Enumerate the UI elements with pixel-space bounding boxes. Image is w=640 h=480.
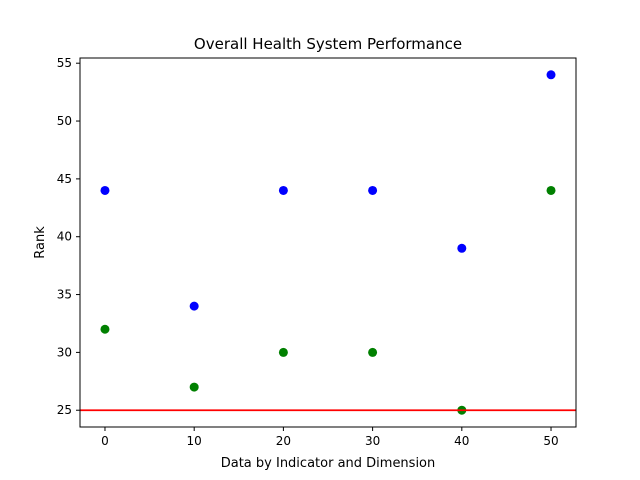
x-tick-label: 30 [365,434,380,448]
data-point-series-1 [546,70,556,80]
x-tick-label: 10 [187,434,202,448]
data-point-series-1 [189,301,199,311]
axes-frame [79,57,577,428]
data-point-series-2 [278,347,288,357]
y-tick-label: 45 [57,172,72,186]
data-point-series-1 [368,185,378,195]
x-tick-label: 40 [454,434,469,448]
y-tick-label: 40 [57,230,72,244]
data-point-series-2 [100,324,110,334]
plot-area: 0 10 20 30 40 50 25 30 35 40 45 50 55 [57,56,576,448]
data-point-series-1 [457,243,467,253]
data-point-series-2 [546,185,556,195]
chart-title: Overall Health System Performance [194,35,462,53]
x-axis-label: Data by Indicator and Dimension [221,456,436,471]
data-point-series-2 [368,347,378,357]
y-tick-label: 35 [57,288,72,302]
data-point-series-1 [278,185,288,195]
data-point-series-2 [189,382,199,392]
data-point-series-1 [100,185,110,195]
x-tick-label: 20 [276,434,291,448]
y-tick-label: 30 [57,345,72,359]
x-tick-label: 50 [543,434,558,448]
y-tick-label: 55 [57,56,72,70]
x-tick-label: 0 [101,434,109,448]
y-tick-label: 50 [57,114,72,128]
y-tick-label: 25 [57,403,72,417]
y-axis-label: Rank [33,226,48,259]
